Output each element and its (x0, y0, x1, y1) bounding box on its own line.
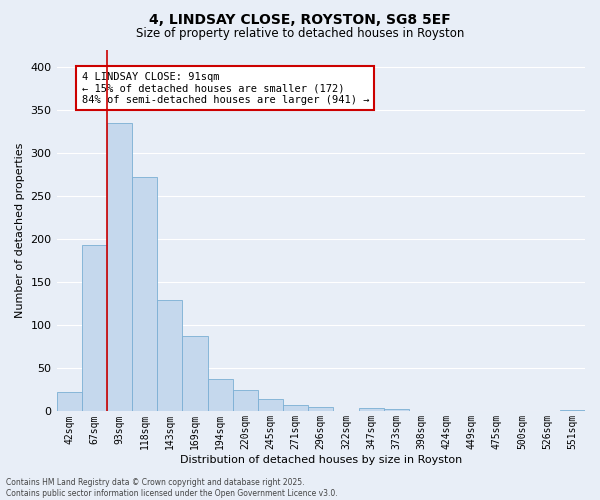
Bar (182, 336, 208, 411)
Text: Size of property relative to detached houses in Royston: Size of property relative to detached ho… (136, 28, 464, 40)
Y-axis label: Number of detached properties: Number of detached properties (15, 143, 25, 318)
Bar (560, 410, 585, 412)
Bar (258, 400, 283, 411)
Bar (208, 378, 233, 412)
Bar (359, 408, 383, 412)
Bar (107, 123, 132, 412)
Bar (233, 390, 258, 411)
Text: 4, LINDSAY CLOSE, ROYSTON, SG8 5EF: 4, LINDSAY CLOSE, ROYSTON, SG8 5EF (149, 12, 451, 26)
Bar (56, 392, 82, 411)
Bar (82, 246, 107, 412)
Text: 4 LINDSAY CLOSE: 91sqm
← 15% of detached houses are smaller (172)
84% of semi-de: 4 LINDSAY CLOSE: 91sqm ← 15% of detached… (82, 72, 369, 104)
Bar (283, 404, 308, 411)
Bar (308, 407, 334, 412)
X-axis label: Distribution of detached houses by size in Royston: Distribution of detached houses by size … (179, 455, 462, 465)
Text: Contains HM Land Registry data © Crown copyright and database right 2025.
Contai: Contains HM Land Registry data © Crown c… (6, 478, 338, 498)
Bar (157, 300, 182, 412)
Bar (132, 178, 157, 412)
Bar (383, 409, 409, 412)
